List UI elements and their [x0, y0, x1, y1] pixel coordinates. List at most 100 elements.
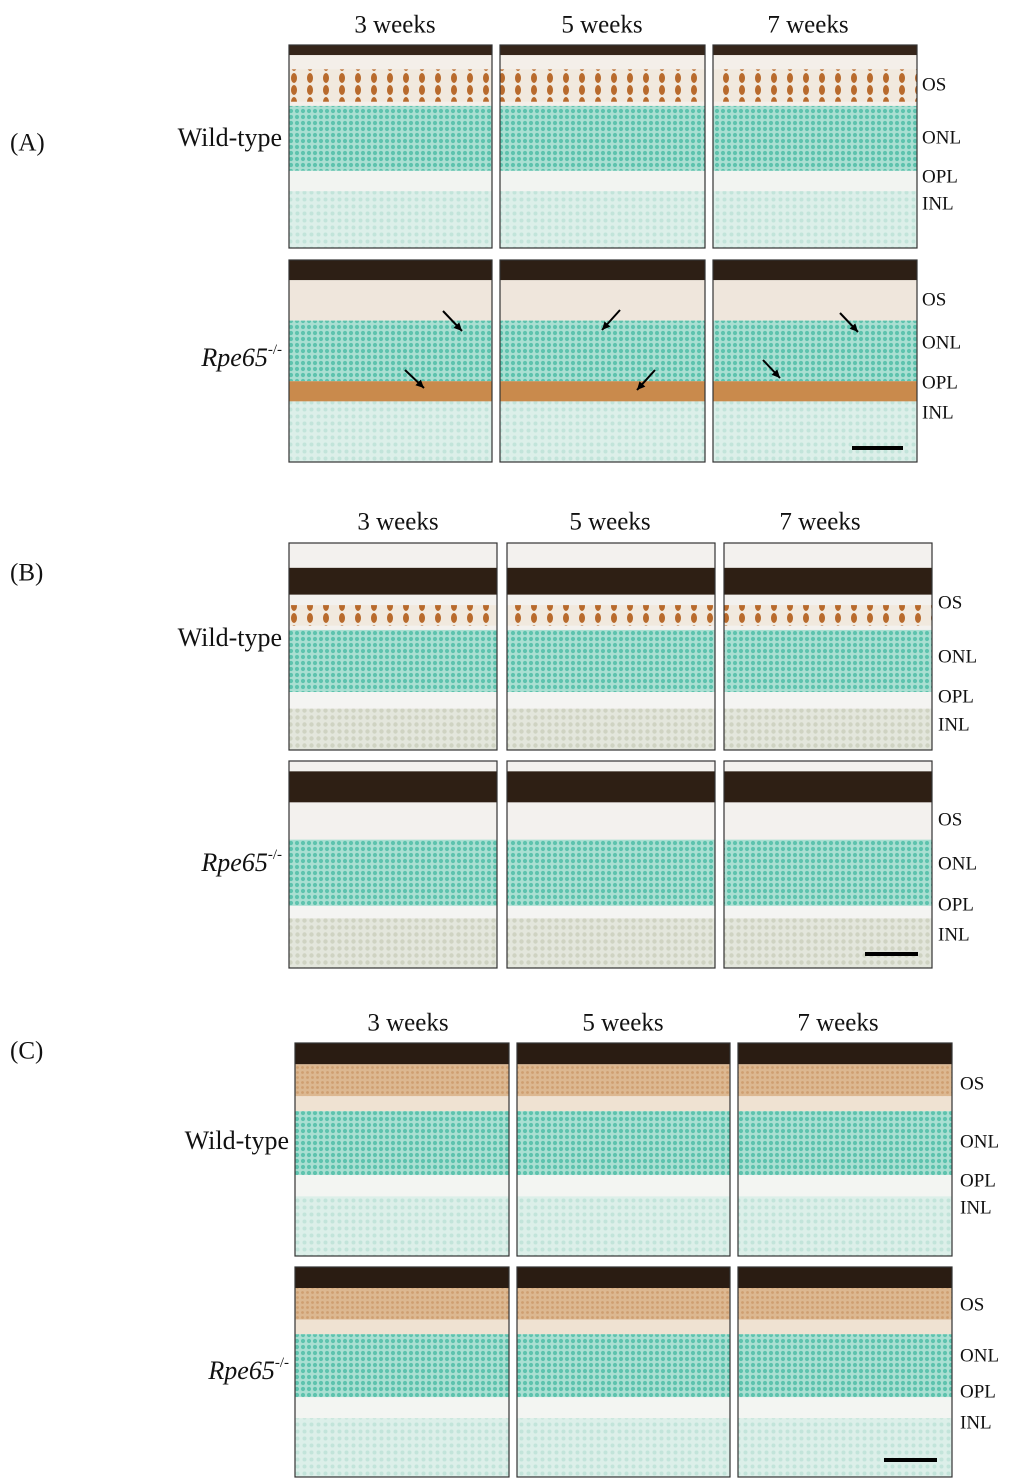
layer-label: OS [922, 289, 946, 310]
layer-label: OPL [960, 1170, 996, 1191]
tissue-layer [724, 625, 932, 630]
tissue-layer [500, 320, 705, 382]
column-header: 3 weeks [357, 509, 438, 536]
tissue-layer [289, 918, 497, 968]
micrograph-frame [737, 1266, 953, 1478]
tissue-layer [713, 101, 917, 106]
tissue-layer [295, 1397, 509, 1419]
tissue-layer [724, 543, 932, 568]
layer-label: INL [938, 924, 970, 945]
tissue-layer [724, 802, 932, 840]
micrograph-frame [723, 760, 933, 969]
row-label-text: Rpe65 [207, 1356, 274, 1385]
micrograph-frame [294, 1042, 510, 1257]
layer-label: INL [922, 193, 954, 214]
tissue-layer [289, 105, 492, 171]
tissue-layer [517, 1043, 730, 1065]
row-label: Rpe65-/- [207, 1355, 289, 1385]
micrograph-frame [288, 760, 498, 969]
tissue-layer [500, 191, 705, 248]
layer-label: ONL [960, 1131, 999, 1152]
arrow-head [415, 379, 424, 388]
tissue-layer [500, 105, 705, 171]
row-label-text: Wild-type [185, 1126, 289, 1155]
layer-label: OS [960, 1294, 984, 1315]
tissue-layer [289, 708, 497, 750]
tissue-layer [289, 280, 492, 321]
tissue-layer [289, 605, 497, 626]
tissue-layer [289, 101, 492, 106]
micrograph-frame [499, 44, 706, 249]
tissue-layer [289, 761, 497, 772]
tissue-layer [517, 1319, 730, 1335]
layer-label: OS [922, 74, 946, 95]
tissue-layer [289, 839, 497, 906]
layer-label: OPL [938, 894, 974, 915]
micrograph-frame [712, 44, 918, 249]
micrograph-frame [499, 259, 706, 463]
tissue-layer [517, 1175, 730, 1197]
tissue-layer [724, 839, 932, 906]
panel-label: (A) [10, 130, 45, 157]
micrograph-frame [288, 542, 498, 751]
tissue-layer [289, 905, 497, 919]
tissue-layer [713, 280, 917, 321]
column-header: 5 weeks [561, 12, 642, 39]
tissue-layer [289, 320, 492, 382]
tissue-layer [500, 260, 705, 281]
tissue-layer [724, 905, 932, 919]
arrow-head [602, 321, 611, 330]
tissue-layer [295, 1175, 509, 1197]
tissue-layer [500, 170, 705, 192]
tissue-layer [507, 605, 715, 626]
row-label-text: Rpe65 [200, 343, 267, 372]
tissue-layer [295, 1096, 509, 1112]
tissue-layer [713, 191, 917, 248]
tissue-layer [713, 320, 917, 382]
tissue-layer [517, 1064, 730, 1097]
tissue-layer [724, 605, 932, 626]
micrograph-frame [288, 259, 493, 463]
micrograph-frame [737, 1042, 953, 1257]
tissue-layer [289, 55, 492, 70]
tissue-layer [295, 1319, 509, 1335]
tissue-layer [713, 105, 917, 171]
tissue-layer [738, 1043, 952, 1065]
tissue-layer [507, 761, 715, 772]
layer-label: OPL [938, 686, 974, 707]
layer-label: OS [938, 592, 962, 613]
tissue-layer [295, 1267, 509, 1288]
tissue-layer [289, 594, 497, 606]
tissue-layer [738, 1196, 952, 1256]
tissue-layer [724, 918, 932, 968]
tissue-layer [507, 692, 715, 709]
tissue-layer [738, 1418, 952, 1477]
tissue-layer [500, 401, 705, 462]
tissue-layer [507, 708, 715, 750]
tissue-layer [507, 918, 715, 968]
tissue-layer [517, 1196, 730, 1256]
layer-label: INL [960, 1412, 992, 1433]
tissue-layer [289, 260, 492, 281]
column-header: 3 weeks [367, 1010, 448, 1037]
tissue-layer [507, 594, 715, 606]
tissue-layer [289, 381, 492, 402]
column-header: 3 weeks [354, 12, 435, 39]
tissue-layer [295, 1043, 509, 1065]
column-header: 7 weeks [767, 12, 848, 39]
arrow-head [637, 381, 646, 390]
row-label: Wild-type [178, 623, 282, 652]
panel-label: (B) [10, 560, 43, 587]
micrograph-frame [294, 1266, 510, 1478]
tissue-layer [507, 567, 715, 595]
tissue-layer [289, 69, 492, 102]
tissue-layer [738, 1288, 952, 1320]
micrograph-frame [506, 760, 716, 969]
tissue-layer [738, 1334, 952, 1398]
tissue-layer [713, 401, 917, 462]
tissue-layer [507, 802, 715, 840]
tissue-layer [507, 905, 715, 919]
layer-label: INL [938, 714, 970, 735]
tissue-layer [500, 101, 705, 106]
layer-label: ONL [938, 646, 977, 667]
